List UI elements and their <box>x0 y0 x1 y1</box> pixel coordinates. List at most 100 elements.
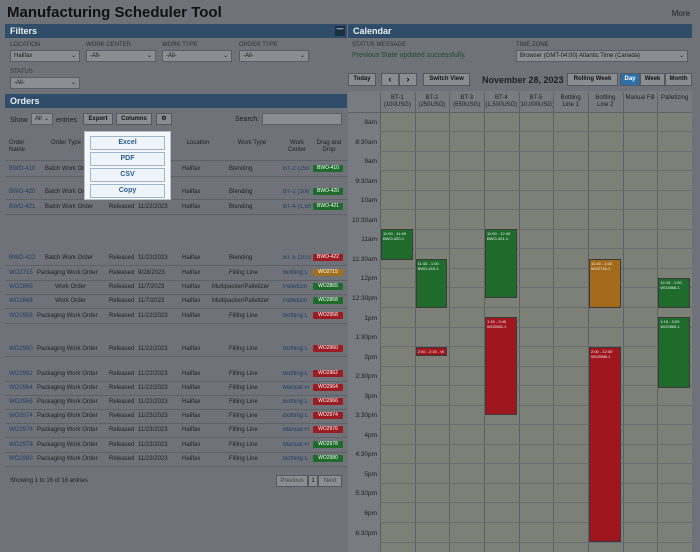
order-location: Halifax <box>182 166 201 172</box>
calendar-event[interactable]: 1:15 - 3:00 WO2865-1 <box>658 317 690 388</box>
order-name-link[interactable]: WO2865 <box>9 284 33 290</box>
collapse-filters-button[interactable]: — <box>335 26 345 36</box>
order-name-link[interactable]: WO2964 <box>9 385 33 391</box>
drag-drop-badge[interactable]: WO2958 <box>313 312 343 319</box>
order-name-link[interactable]: BWO-410 <box>9 166 36 172</box>
calendar-event[interactable]: 12:15 - 1:00 WO2868-1 <box>658 278 690 309</box>
drag-drop-badge[interactable]: BWO-420 <box>313 188 343 195</box>
work-center-link[interactable]: Manual Fi <box>283 442 310 448</box>
order-name-link[interactable]: WO2966 <box>9 399 33 405</box>
order-name-link[interactable]: BWO-420 <box>9 189 36 195</box>
column-header[interactable]: Location <box>186 140 210 146</box>
work-center-link[interactable]: Manual Fi <box>283 385 310 391</box>
order-name-link[interactable]: WO2978 <box>9 442 33 448</box>
next-page-button[interactable]: Next <box>318 475 342 487</box>
export-csv-button[interactable]: CSV <box>90 168 165 182</box>
export-excel-button[interactable]: Excel <box>90 136 165 150</box>
view-month-button[interactable]: Month <box>665 73 692 86</box>
previous-page-button[interactable]: Previous <box>276 475 308 487</box>
prev-day-button[interactable]: ‹ <box>381 73 399 86</box>
work-center-link[interactable]: Palletizin <box>283 298 308 304</box>
export-pdf-button[interactable]: PDF <box>90 152 165 166</box>
work-center-link[interactable]: BT-5 (10,0 <box>283 255 311 261</box>
switch-view-button[interactable]: Switch View <box>423 73 470 86</box>
gear-icon[interactable]: ⚙ <box>156 113 172 125</box>
column-header[interactable]: Order Type <box>51 140 81 146</box>
time-slot-line <box>380 150 692 152</box>
drag-drop-badge[interactable]: WO2978 <box>313 441 343 448</box>
work-center-link[interactable]: Bottling L <box>283 371 309 377</box>
work-center-link[interactable]: Manual Fi <box>283 427 310 433</box>
order-name-link[interactable]: WO2960 <box>9 346 33 352</box>
next-day-button[interactable]: › <box>399 73 417 86</box>
calendar-event[interactable]: 11:00 - 11:45 BWO-420-1 <box>381 229 413 260</box>
view-day-button[interactable]: Day <box>620 73 640 86</box>
columns-button[interactable]: Columns <box>116 113 152 125</box>
order-type-select[interactable]: -All- ⌄ <box>239 50 309 62</box>
order-location: Halifax <box>182 270 201 276</box>
work-type-select[interactable]: -All- ⌄ <box>162 50 232 62</box>
drag-drop-badge[interactable]: BWO-410 <box>313 165 343 172</box>
order-name-link[interactable]: BWO-421 <box>9 204 36 210</box>
order-name-link[interactable]: WO2962 <box>9 371 33 377</box>
view-week-button[interactable]: Week <box>640 73 665 86</box>
calendar-event[interactable]: 2:00 - 12:00 WO2958-1 <box>589 346 621 543</box>
drag-drop-badge[interactable]: WO2974 <box>313 412 343 419</box>
calendar-event[interactable]: 11:45 - 1:00 BWO-410-1 <box>415 258 448 309</box>
page-1-button[interactable]: 1 <box>308 475 318 487</box>
work-center-link[interactable]: Bottling L <box>283 413 309 419</box>
today-button[interactable]: Today <box>348 73 376 86</box>
calendar-event[interactable]: 1:15 - 3:45 WO2962-1 <box>485 317 517 416</box>
work-center-link[interactable]: Bottling L <box>283 270 309 276</box>
order-status: Released <box>109 204 135 210</box>
drag-drop-badge[interactable]: WO2962 <box>313 370 343 377</box>
work-center-link[interactable]: BT-4 (1,50 <box>283 204 311 210</box>
order-name-link[interactable]: WO2958 <box>9 313 33 319</box>
column-divider <box>518 92 520 552</box>
location-select[interactable]: Halifax ⌄ <box>10 50 80 62</box>
time-slot-line <box>380 502 692 504</box>
show-entries-select[interactable]: All ⌄ <box>31 113 53 125</box>
view-rolling-week-button[interactable]: Rolling Week <box>567 73 618 86</box>
calendar-event[interactable]: 2:00 - 2:15 - W <box>415 346 448 357</box>
drag-drop-badge[interactable]: WO2964 <box>313 384 343 391</box>
column-header[interactable]: Work Center <box>287 140 306 153</box>
export-button[interactable]: Export <box>83 113 113 125</box>
order-name-link[interactable]: WO2715 <box>9 270 33 276</box>
order-name-link[interactable]: WO2976 <box>9 427 33 433</box>
work-center-link[interactable]: BT-2 (250 <box>283 166 310 172</box>
export-copy-button[interactable]: Copy <box>90 184 165 198</box>
drag-drop-badge[interactable]: WO2976 <box>313 426 343 433</box>
drag-drop-badge[interactable]: WO2980 <box>313 455 343 462</box>
drag-drop-badge[interactable]: BWO-422 <box>313 254 343 261</box>
calendar-event[interactable]: 11:00 - 12:45 BWO-421-1 <box>485 229 517 298</box>
column-header[interactable]: Drag and Drop <box>316 140 342 153</box>
more-link[interactable]: More <box>671 9 690 18</box>
order-work-type: Filling Line <box>229 346 258 352</box>
order-name-link[interactable]: WO2868 <box>9 298 33 304</box>
drag-drop-badge[interactable]: WO2966 <box>313 398 343 405</box>
work-center-link[interactable]: Bottling L <box>283 399 309 405</box>
column-header[interactable]: Order Name <box>9 140 26 153</box>
work-center-link[interactable]: Palletizin <box>283 284 308 290</box>
status-select[interactable]: -All- ⌄ <box>10 77 80 89</box>
drag-drop-badge[interactable]: WO2865 <box>313 283 343 290</box>
order-name-link[interactable]: BWO-422 <box>9 255 36 261</box>
work-center-select[interactable]: -All- ⌄ <box>86 50 156 62</box>
drag-drop-badge[interactable]: WO2715 <box>313 269 343 276</box>
search-input[interactable] <box>262 113 342 125</box>
drag-drop-badge[interactable]: WO2960 <box>313 345 343 352</box>
calendar-event[interactable]: 11:45 - 1:00 WO2715-1 <box>589 258 621 309</box>
work-center-link[interactable]: BT-1 (100 <box>283 189 310 195</box>
work-center-link[interactable]: Bottling L <box>283 313 309 319</box>
drag-drop-badge[interactable]: BWO-421 <box>313 203 343 210</box>
order-name-link[interactable]: WO2980 <box>9 456 33 462</box>
order-status: Released <box>109 442 135 448</box>
order-date: 11/22/2023 <box>138 346 168 352</box>
time-zone-select[interactable]: Browser (GMT-04:00) Atlantic Time (Canad… <box>516 50 688 62</box>
work-center-link[interactable]: Bottling L <box>283 456 309 462</box>
order-name-link[interactable]: WO2974 <box>9 413 33 419</box>
drag-drop-badge[interactable]: WO2868 <box>313 297 343 304</box>
column-header[interactable]: Work Type <box>237 140 267 146</box>
work-center-link[interactable]: Bottling L <box>283 346 309 352</box>
